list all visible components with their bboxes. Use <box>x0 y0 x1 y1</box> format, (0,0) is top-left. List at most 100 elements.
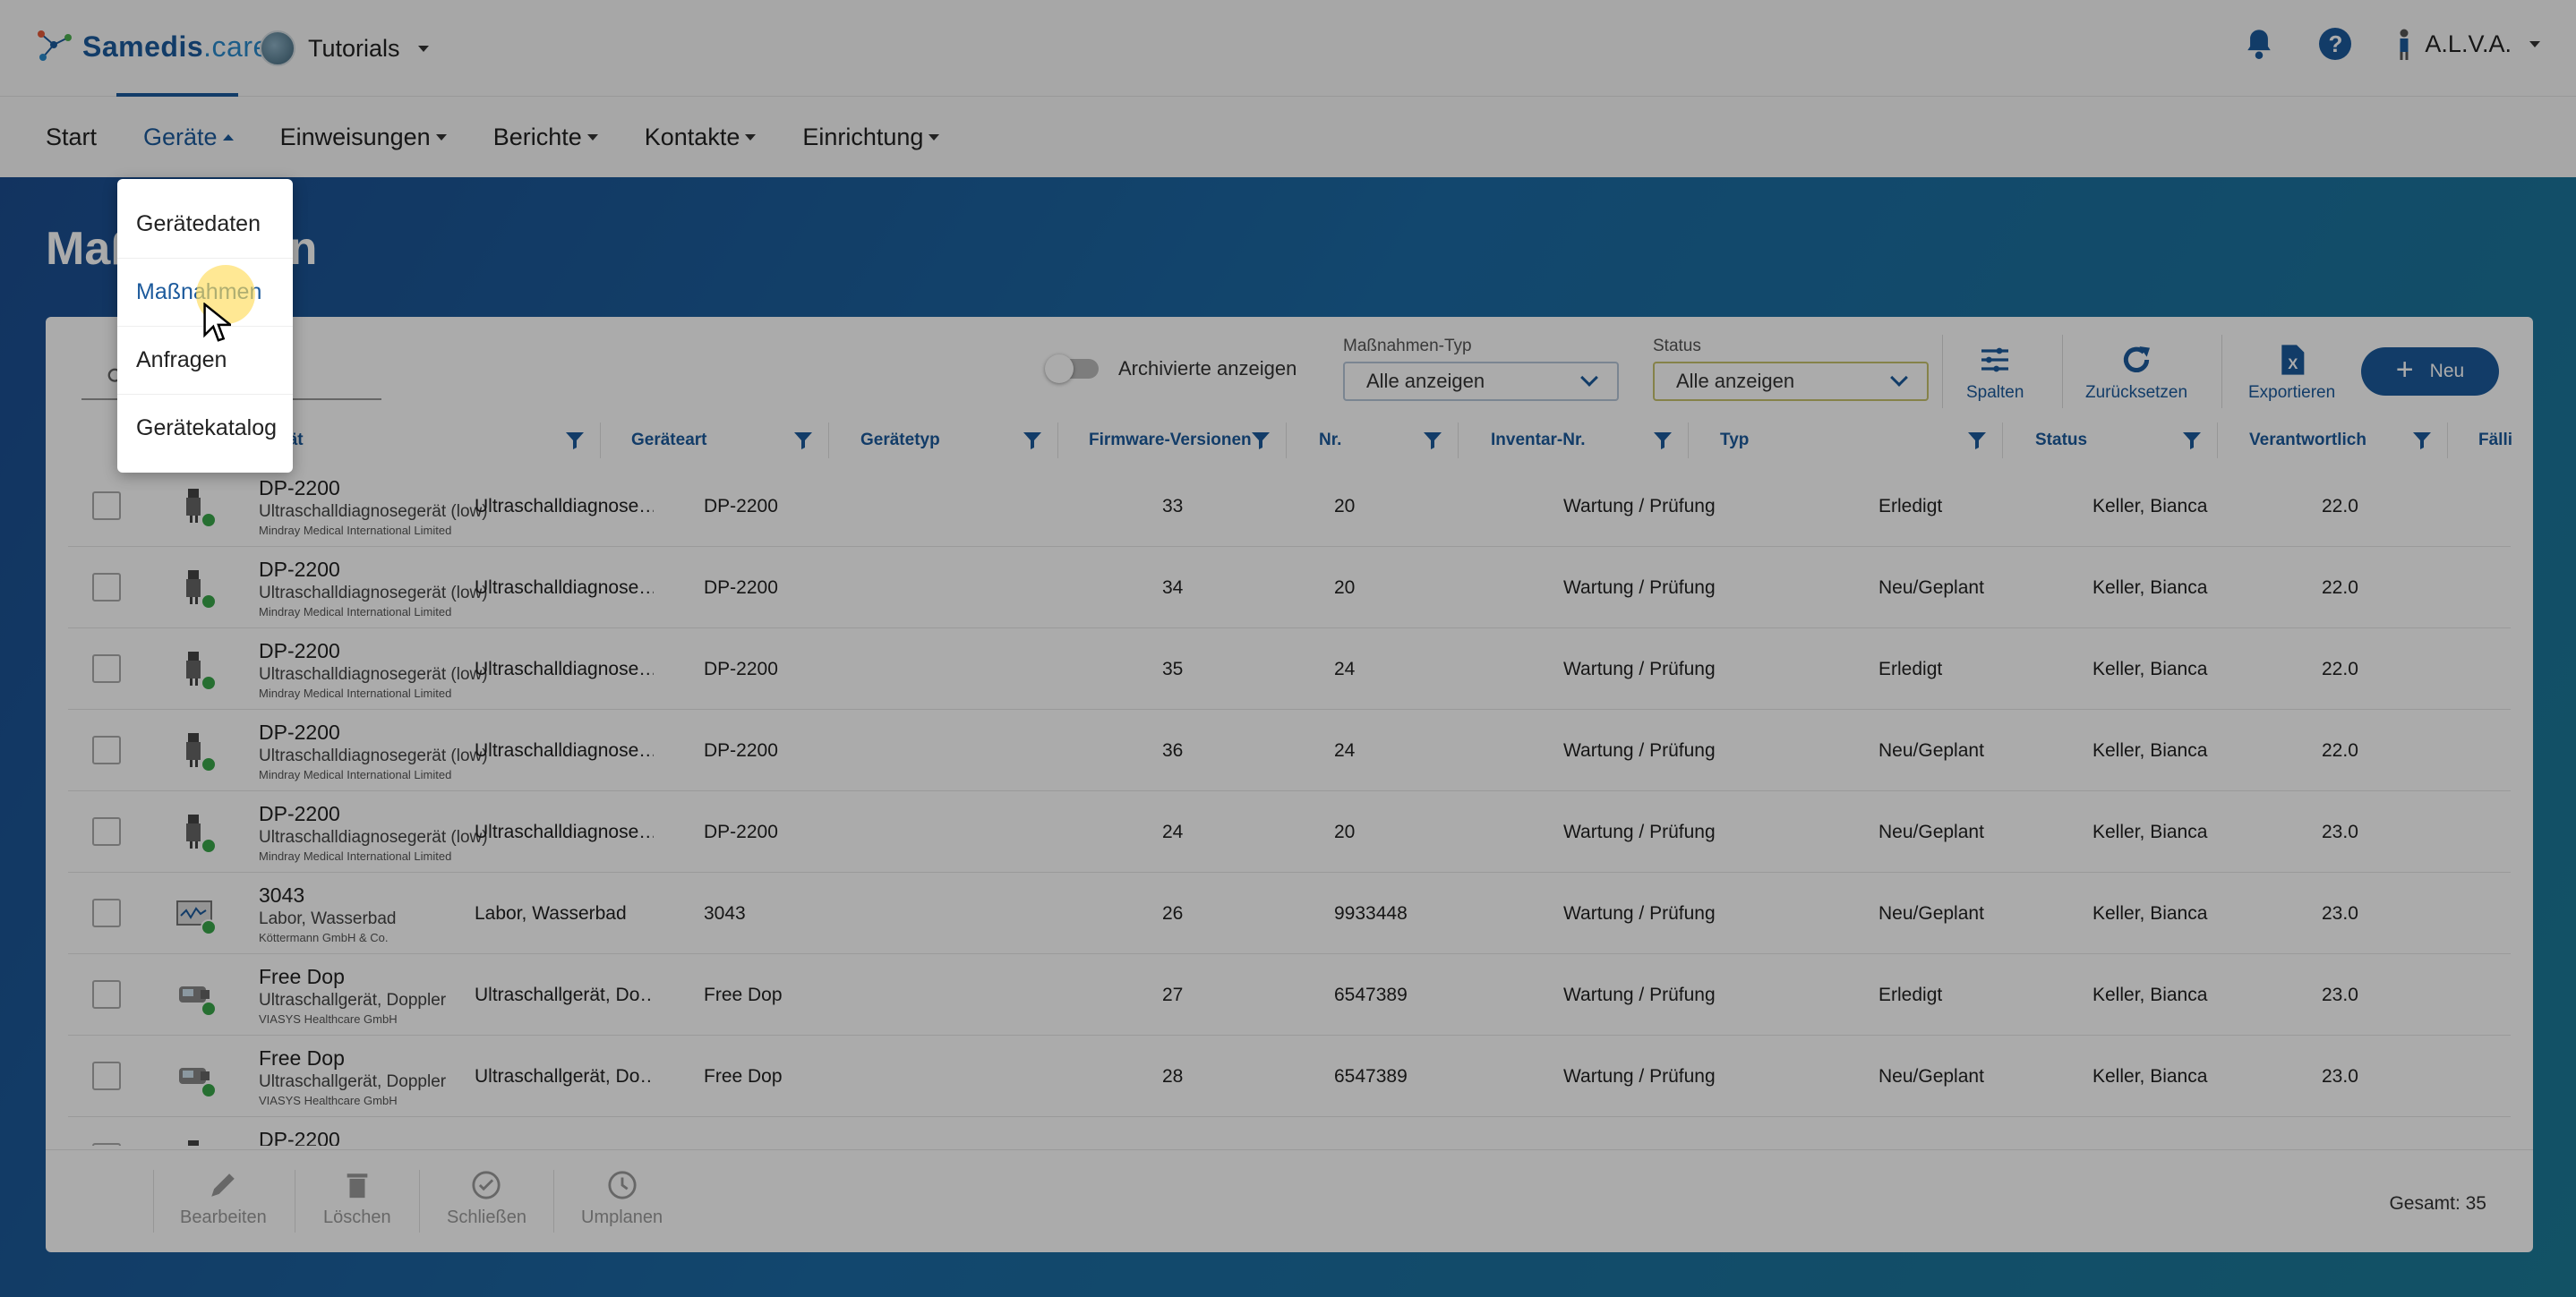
caret-up-icon <box>222 133 234 141</box>
col-verantwortlich[interactable]: Verantwortlich <box>2249 415 2366 465</box>
nav-label: Geräte <box>143 123 218 150</box>
columns-button[interactable]: Spalten <box>1966 342 2024 403</box>
cell-due: 23.0 <box>2322 902 2358 924</box>
delete-button[interactable]: Löschen <box>323 1170 391 1228</box>
col-label: Inventar-Nr. <box>1491 431 1586 449</box>
row-checkbox[interactable] <box>92 899 121 927</box>
edit-button[interactable]: Bearbeiten <box>180 1170 267 1228</box>
svg-text:X: X <box>2288 355 2298 372</box>
filter-icon[interactable] <box>2411 430 2433 451</box>
ultrasound-icon <box>174 811 217 854</box>
column-divider <box>2002 422 2003 458</box>
archived-switch[interactable] <box>1045 354 1099 383</box>
col-status[interactable]: Status <box>2035 415 2087 465</box>
menu-item-geraetedaten[interactable]: Gerätedaten <box>117 190 293 258</box>
row-checkbox[interactable] <box>92 654 121 683</box>
filter-icon[interactable] <box>2181 430 2203 451</box>
col-geraetetyp[interactable]: Gerätetyp <box>860 415 940 465</box>
row-checkbox[interactable] <box>92 736 121 764</box>
status-dot-icon <box>201 512 217 528</box>
device-subtitle: Labor, Wasserbad <box>259 909 397 928</box>
device-subtitle: Ultraschallgerät, Doppler <box>259 991 447 1010</box>
status-select[interactable]: Alle anzeigen <box>1653 362 1929 401</box>
ultrasound-icon <box>174 1137 215 1146</box>
filter-icon[interactable] <box>1250 430 1271 451</box>
col-inventar[interactable]: Inventar-Nr. <box>1491 415 1586 465</box>
row-checkbox[interactable] <box>92 491 121 520</box>
help-icon[interactable]: ? <box>2319 28 2352 60</box>
reschedule-button[interactable]: Umplanen <box>581 1170 663 1228</box>
filter-icon[interactable] <box>1966 430 1988 451</box>
cell-typ: DP-2200 <box>704 576 778 598</box>
filter-icon[interactable] <box>792 430 814 451</box>
filter-icon[interactable] <box>1652 430 1673 451</box>
device-maker: Mindray Medical International Limited <box>259 524 452 537</box>
water-bath-icon <box>174 892 217 935</box>
nav-einweisungen[interactable]: Einweisungen <box>257 124 470 151</box>
filter-icon[interactable] <box>1422 430 1443 451</box>
menu-item-geraetekatalog[interactable]: Gerätekatalog <box>117 394 293 462</box>
col-firmware[interactable]: Firmware-Versionen <box>1089 415 1252 465</box>
nav-start[interactable]: Start <box>0 124 120 151</box>
archived-toggle[interactable]: Archivierte anzeigen <box>1045 354 1297 383</box>
cell-typ: Free Dop <box>704 1065 783 1087</box>
close-button[interactable]: Schließen <box>447 1170 526 1228</box>
table-row[interactable]: DP-2200 Ultraschalldiagnosegerät (low) Min… <box>68 628 2511 710</box>
table-row[interactable]: DP-2200 Ultraschalldiagnosegerät (low) Min… <box>68 547 2511 628</box>
ultrasound-icon <box>174 485 217 528</box>
cell-due: 22.0 <box>2322 576 2358 598</box>
row-checkbox[interactable] <box>92 1062 121 1090</box>
cell-due: 23.0 <box>2322 984 2358 1005</box>
table-row[interactable]: Free Dop Ultraschallgerät, Doppler VIASYS … <box>68 954 2511 1036</box>
table-row[interactable]: DP-2200 Ultraschalldiagnosegerät (low) Min… <box>68 791 2511 873</box>
table-row[interactable]: DP-2200 Ultraschalldiagnosegerät (low) Min… <box>68 710 2511 791</box>
cell-nr: 28 <box>1162 1065 1184 1087</box>
logo-brand: Samedis <box>82 30 204 63</box>
cell-inv: 24 <box>1334 739 1356 761</box>
row-checkbox[interactable] <box>92 817 121 846</box>
column-divider <box>600 422 601 458</box>
col-geraeteart[interactable]: Geräteart <box>631 415 707 465</box>
filter-icon[interactable] <box>564 430 586 451</box>
new-button[interactable]: + Neu <box>2361 347 2499 396</box>
filter-icon[interactable] <box>1022 430 1043 451</box>
bell-icon[interactable] <box>2244 27 2274 61</box>
row-checkbox[interactable] <box>92 980 121 1009</box>
cell-mtyp: Wartung / Prüfung <box>1563 902 1716 924</box>
status-dot-icon <box>201 593 217 610</box>
doppler-icon <box>174 1055 217 1098</box>
nav-geraete[interactable]: Geräte <box>120 124 257 151</box>
measure-type-label: Maßnahmen-Typ <box>1343 337 1472 355</box>
cell-nr: 36 <box>1162 739 1184 761</box>
cell-inv: 20 <box>1334 821 1356 842</box>
doppler-icon <box>174 974 217 1017</box>
user-menu[interactable]: A.L.V.A. <box>2396 28 2540 60</box>
cell-inv: 6547389 <box>1334 984 1408 1005</box>
row-checkbox[interactable] <box>92 1143 121 1146</box>
new-label: Neu <box>2429 361 2465 381</box>
measure-type-value: Alle anzeigen <box>1366 370 1485 392</box>
measures-card: Archivierte anzeigen Maßnahmen-Typ Alle … <box>46 317 2533 1252</box>
col-typ[interactable]: Typ <box>1720 415 1749 465</box>
measure-type-filter[interactable]: Maßnahmen-Typ Alle anzeigen <box>1343 337 1619 401</box>
status-filter[interactable]: Status Alle anzeigen <box>1653 337 1929 401</box>
cell-due: 22.0 <box>2322 739 2358 761</box>
nav-kontakte[interactable]: Kontakte <box>621 124 780 151</box>
reset-button[interactable]: Zurücksetzen <box>2085 342 2187 403</box>
table-row[interactable]: Free Dop Ultraschallgerät, Doppler VIASYS … <box>68 1036 2511 1117</box>
nav-einrichtung[interactable]: Einrichtung <box>779 124 963 151</box>
col-faellig[interactable]: Fälli <box>2478 415 2512 465</box>
table-row[interactable]: DP-2200 <box>68 1117 2511 1146</box>
total-count: Gesamt: 35 <box>2389 1193 2486 1214</box>
samedis-logo[interactable]: Samedis.care <box>32 25 270 68</box>
measure-type-select[interactable]: Alle anzeigen <box>1343 362 1619 401</box>
tenant-selector[interactable]: Tutorials <box>260 30 429 66</box>
export-button[interactable]: X Exportieren <box>2248 342 2335 403</box>
row-checkbox[interactable] <box>92 573 121 602</box>
nav-berichte[interactable]: Berichte <box>470 124 621 151</box>
table-row[interactable]: 3043 Labor, Wasserbad Köttermann GmbH & Co… <box>68 873 2511 954</box>
cell-resp: Keller, Bianca <box>2092 821 2208 842</box>
col-nr[interactable]: Nr. <box>1319 415 1341 465</box>
table-row[interactable]: DP-2200 Ultraschalldiagnosegerät (low) Min… <box>68 465 2511 547</box>
